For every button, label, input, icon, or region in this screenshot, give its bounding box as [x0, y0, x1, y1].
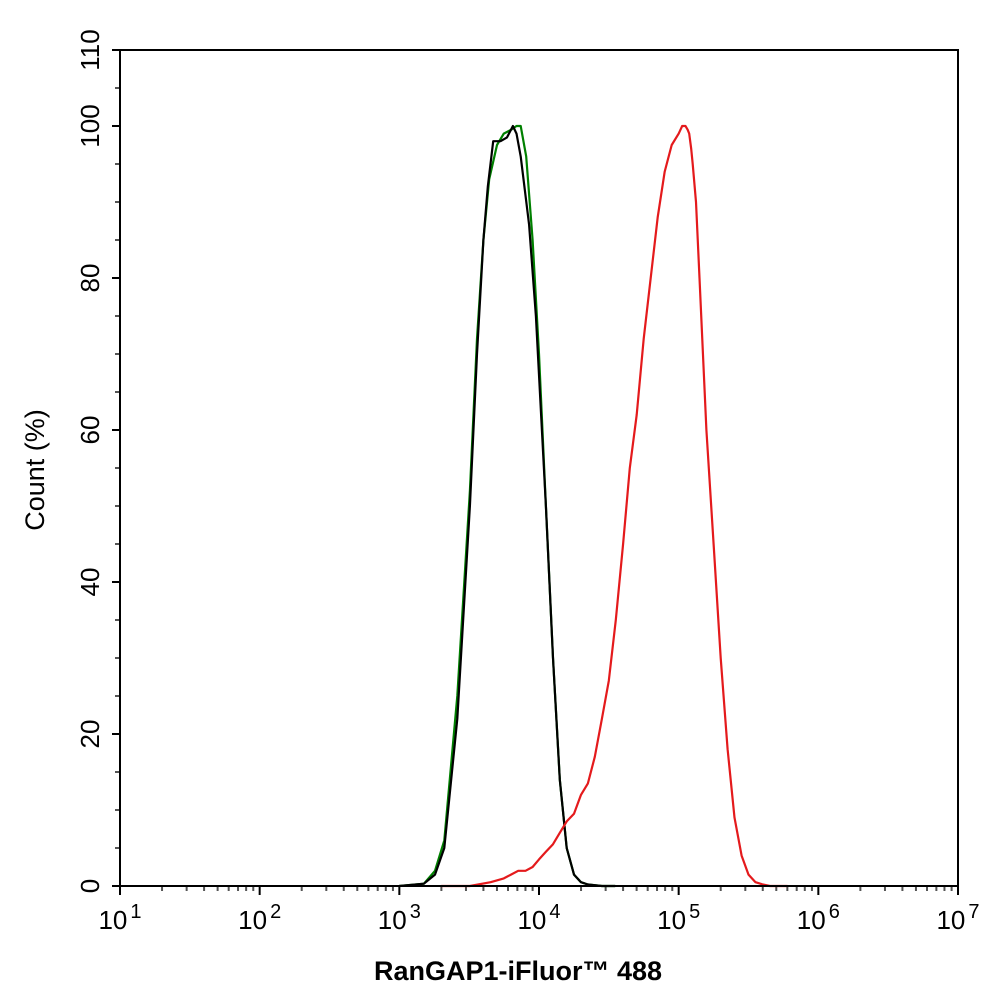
series-line-2: [398, 124, 617, 888]
x-axis-title: RanGAP1-iFluor™ 488: [374, 956, 662, 986]
x-tick-label: 10 6: [797, 901, 840, 935]
x-tick-labels: 10 1 10 2 10 3 10 4 10 5 10 6 10 7: [98, 901, 979, 935]
x-tick-label: 10 5: [657, 901, 700, 935]
y-tick-labels: 0 20 40 60 80 100 110: [75, 29, 105, 893]
series-layer: [398, 124, 789, 888]
plot-frame: [119, 49, 959, 887]
y-tick-label: 40: [75, 568, 105, 597]
series-line-1: [398, 124, 617, 888]
x-tick-label: 10 7: [936, 901, 979, 935]
y-tick-label: 20: [75, 720, 105, 749]
y-axis-title: Count (%): [20, 409, 50, 531]
x-tick-label: 10 4: [517, 901, 560, 935]
y-tick-label: 60: [75, 416, 105, 445]
x-tick-label: 10 1: [98, 901, 141, 935]
x-tick-label: 10 2: [238, 901, 281, 935]
series-line-3: [440, 124, 789, 888]
y-tick-label: 0: [75, 879, 105, 893]
y-tick-label: 110: [75, 29, 105, 70]
x-tick-label: 10 3: [378, 901, 421, 935]
major-ticks: [112, 49, 959, 895]
y-tick-label: 100: [75, 104, 105, 147]
minor-ticks: [115, 87, 953, 891]
y-tick-label: 80: [75, 264, 105, 293]
